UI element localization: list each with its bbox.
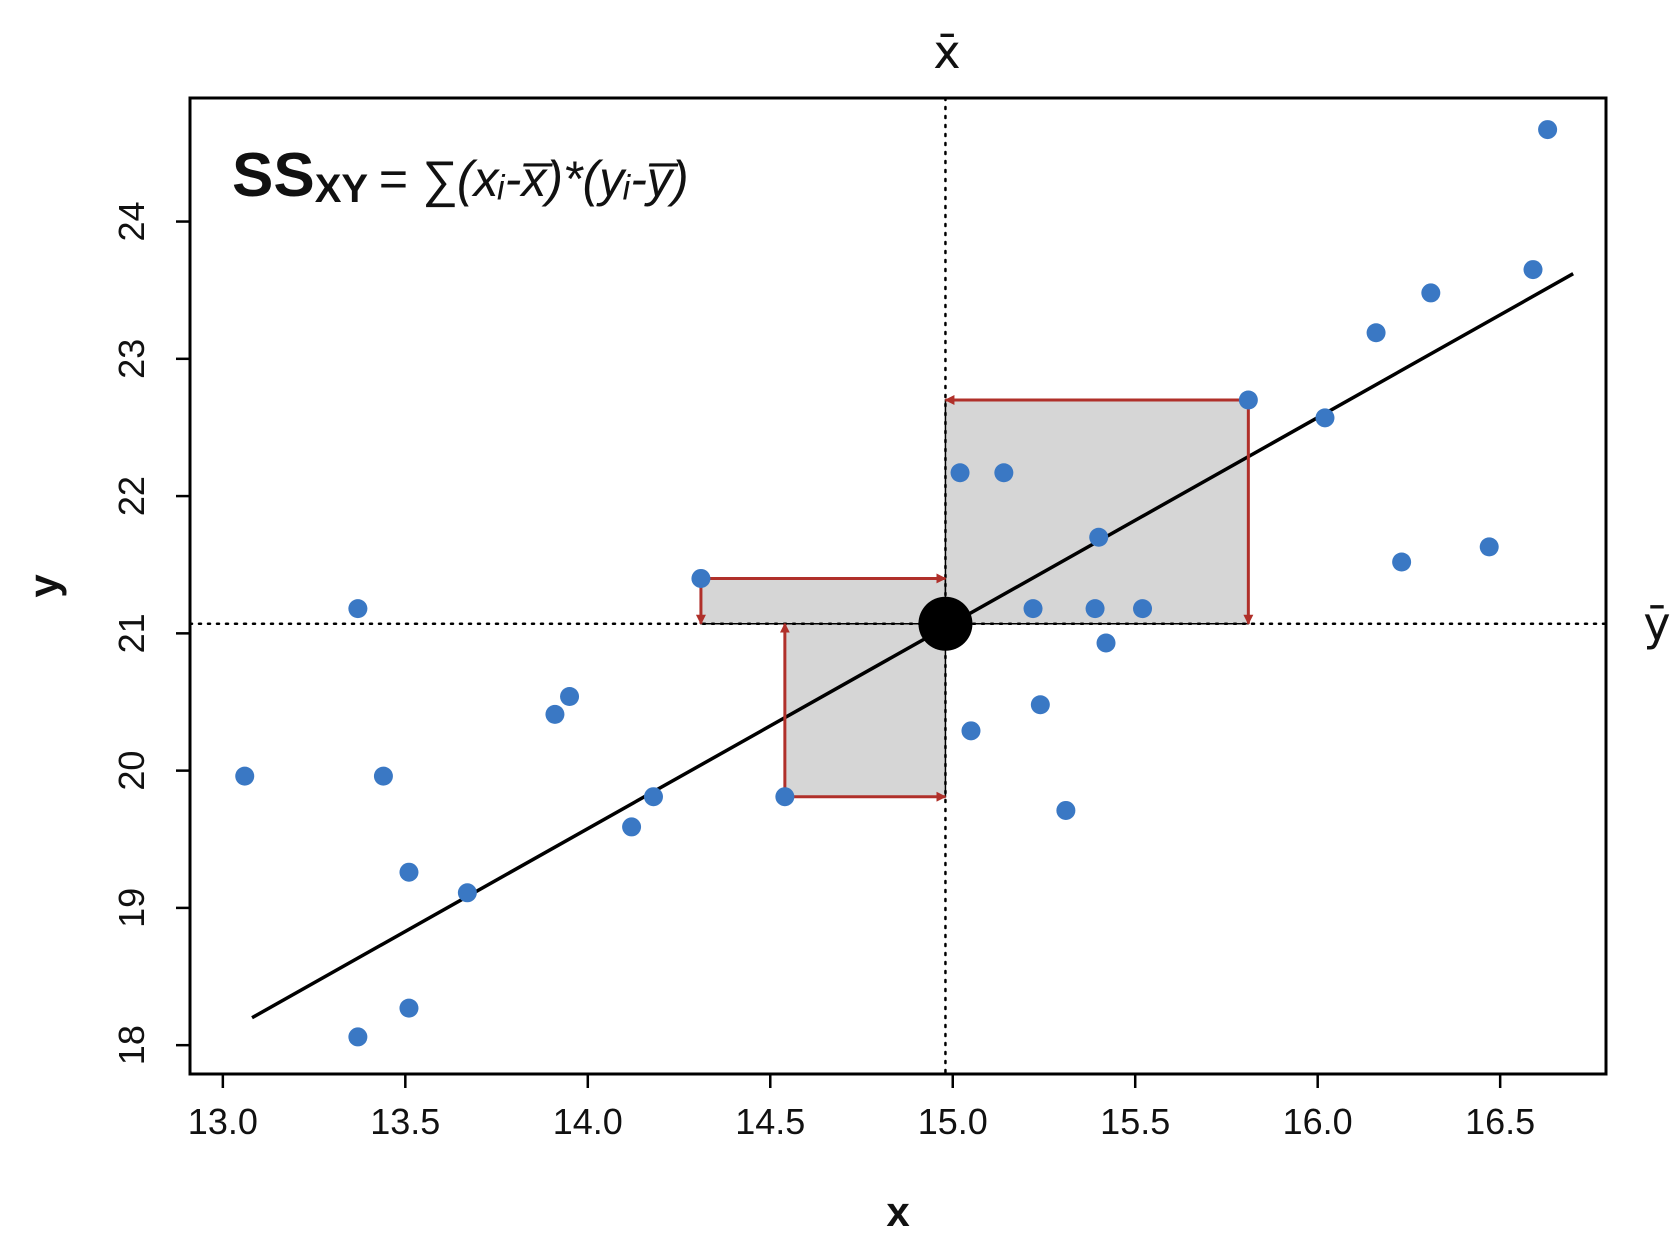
x-tick-label-3: 14.5: [735, 1101, 805, 1142]
y-tick-label-1: 19: [111, 888, 152, 928]
data-point-21: [1096, 633, 1116, 653]
regression-line-group: [251, 272, 1575, 1020]
data-point-12: [775, 787, 795, 807]
data-point-16: [1023, 599, 1043, 619]
data-point-1: [348, 599, 368, 619]
data-point-28: [1479, 537, 1499, 557]
regression-line: [251, 272, 1575, 1020]
plot-frame: [188, 96, 1608, 1076]
x-mean-label: x̄: [933, 25, 960, 79]
data-point-18: [1056, 800, 1076, 820]
data-point-11: [691, 568, 711, 588]
data-point-19: [1085, 599, 1105, 619]
x-tick-label-6: 16.0: [1283, 1101, 1353, 1142]
y-tick-label-0: 18: [111, 1025, 152, 1065]
data-point-4: [399, 862, 419, 882]
data-point-24: [1315, 408, 1335, 428]
data-point-9: [622, 817, 642, 837]
data-point-25: [1366, 323, 1386, 343]
formula-body: = ∑(xᵢ-x̅)*(yᵢ-y̅): [378, 151, 689, 208]
mean-point: [918, 596, 973, 651]
y-tick-label-4: 22: [111, 476, 152, 516]
data-point-14: [961, 721, 981, 741]
data-point-0: [235, 766, 255, 786]
deviation-rect-0: [700, 577, 947, 625]
formula-ss: SS: [232, 141, 315, 210]
y-tick-label-2: 20: [111, 751, 152, 791]
formula-annotation: SSXY = ∑(xᵢ-x̅)*(yᵢ-y̅): [232, 141, 689, 211]
data-point-7: [545, 704, 565, 724]
y-axis-label: y: [20, 574, 67, 598]
data-point-26: [1392, 552, 1412, 572]
data-point-29: [1523, 260, 1543, 280]
y-tick-label-6: 24: [111, 202, 152, 242]
x-tick-label-4: 15.0: [918, 1101, 988, 1142]
data-point-3: [373, 766, 393, 786]
data-point-13: [950, 463, 970, 483]
data-point-30: [1538, 120, 1558, 140]
deviation-arrows: [695, 394, 1254, 802]
x-tick-label-5: 15.5: [1100, 1101, 1170, 1142]
x-tick-label-2: 14.0: [553, 1101, 623, 1142]
deviation-rect-2: [944, 399, 1250, 625]
data-point-6: [457, 883, 477, 903]
data-point-5: [399, 998, 419, 1018]
data-point-27: [1421, 283, 1441, 303]
data-point-15: [994, 463, 1014, 483]
data-points: [235, 120, 1558, 1047]
data-point-10: [643, 787, 663, 807]
data-point-20: [1089, 527, 1109, 547]
y-tick-label-5: 23: [111, 339, 152, 379]
x-tick-label-1: 13.5: [370, 1101, 440, 1142]
y-axis: 18 19 20 21 22 23 24: [111, 202, 190, 1065]
data-point-17: [1030, 695, 1050, 715]
formula-subscript: XY: [315, 167, 369, 211]
data-point-8: [560, 687, 580, 707]
data-point-23: [1238, 390, 1258, 410]
deviation-rect-1: [784, 622, 947, 798]
data-point-22: [1133, 599, 1153, 619]
data-point-2: [348, 1027, 368, 1047]
mean-lines: [188, 96, 1608, 1076]
x-axis: 13.0 13.5 14.0 14.5 15.0 15.5 16.0 16.5: [188, 1074, 1535, 1142]
y-tick-label-3: 21: [111, 613, 152, 653]
x-axis-label: x: [886, 1188, 910, 1235]
x-tick-label-7: 16.5: [1465, 1101, 1535, 1142]
x-tick-label-0: 13.0: [188, 1101, 258, 1142]
mean-point-group: [918, 596, 973, 651]
y-mean-label: ȳ: [1643, 597, 1670, 651]
